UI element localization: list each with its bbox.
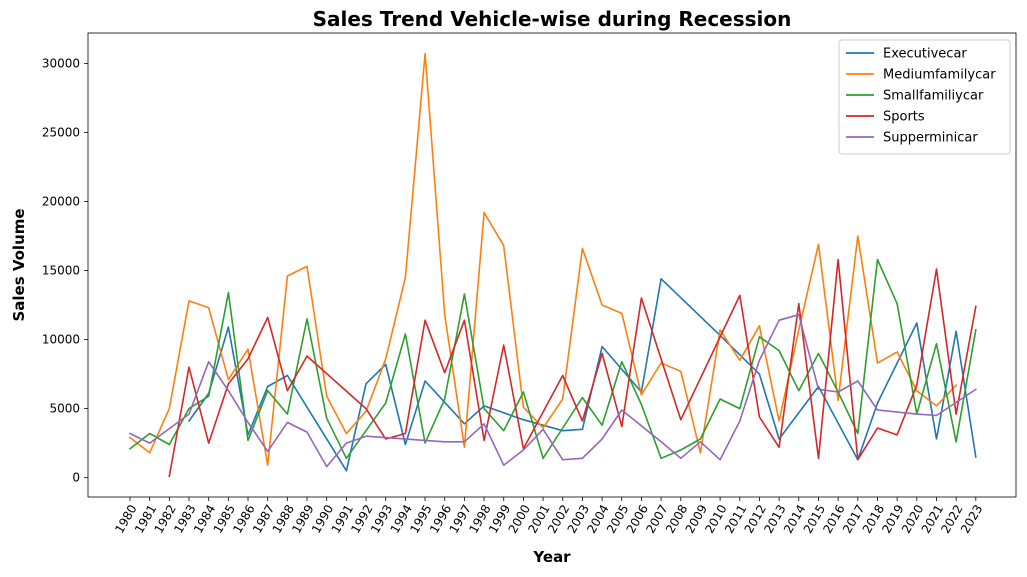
legend-label: Executivecar: [883, 47, 967, 62]
y-tick-label: 10000: [42, 333, 80, 347]
legend-label: Smallfamiliycar: [883, 89, 984, 104]
y-tick-label: 20000: [42, 194, 80, 208]
legend-box: [838, 39, 1011, 155]
series-line-mediumfamilycar: [128, 52, 958, 466]
y-tick-label: 15000: [42, 264, 80, 278]
y-tick-label: 5000: [49, 402, 80, 416]
series-lines: [128, 52, 977, 478]
chart-title: Sales Trend Vehicle-wise during Recessio…: [313, 7, 792, 31]
y-tick-label: 30000: [42, 56, 80, 70]
legend-label: Sports: [883, 110, 925, 125]
y-tick-label: 0: [72, 471, 80, 485]
plot-frame: [87, 32, 1017, 498]
series-line-supperminicar: [128, 313, 977, 468]
y-tick-label: 25000: [42, 125, 80, 139]
series-line-executivecar: [187, 278, 977, 472]
plot-area: [87, 32, 1017, 498]
legend: Executivecar Mediumfamilycar Smallfamiliyc…: [838, 39, 1011, 155]
x-axis-ticks: 1980198119821983198419851986198719881989…: [112, 497, 985, 536]
y-axis-label: Sales Volume: [10, 208, 28, 321]
legend-label: Mediumfamilycar: [883, 68, 996, 83]
y-axis-ticks: 0 5000 10000 15000 20000 25000 30000: [42, 56, 88, 485]
legend-label: Supperminicar: [883, 131, 978, 146]
series-line-sports: [168, 258, 977, 478]
x-axis-label: Year: [532, 548, 571, 566]
